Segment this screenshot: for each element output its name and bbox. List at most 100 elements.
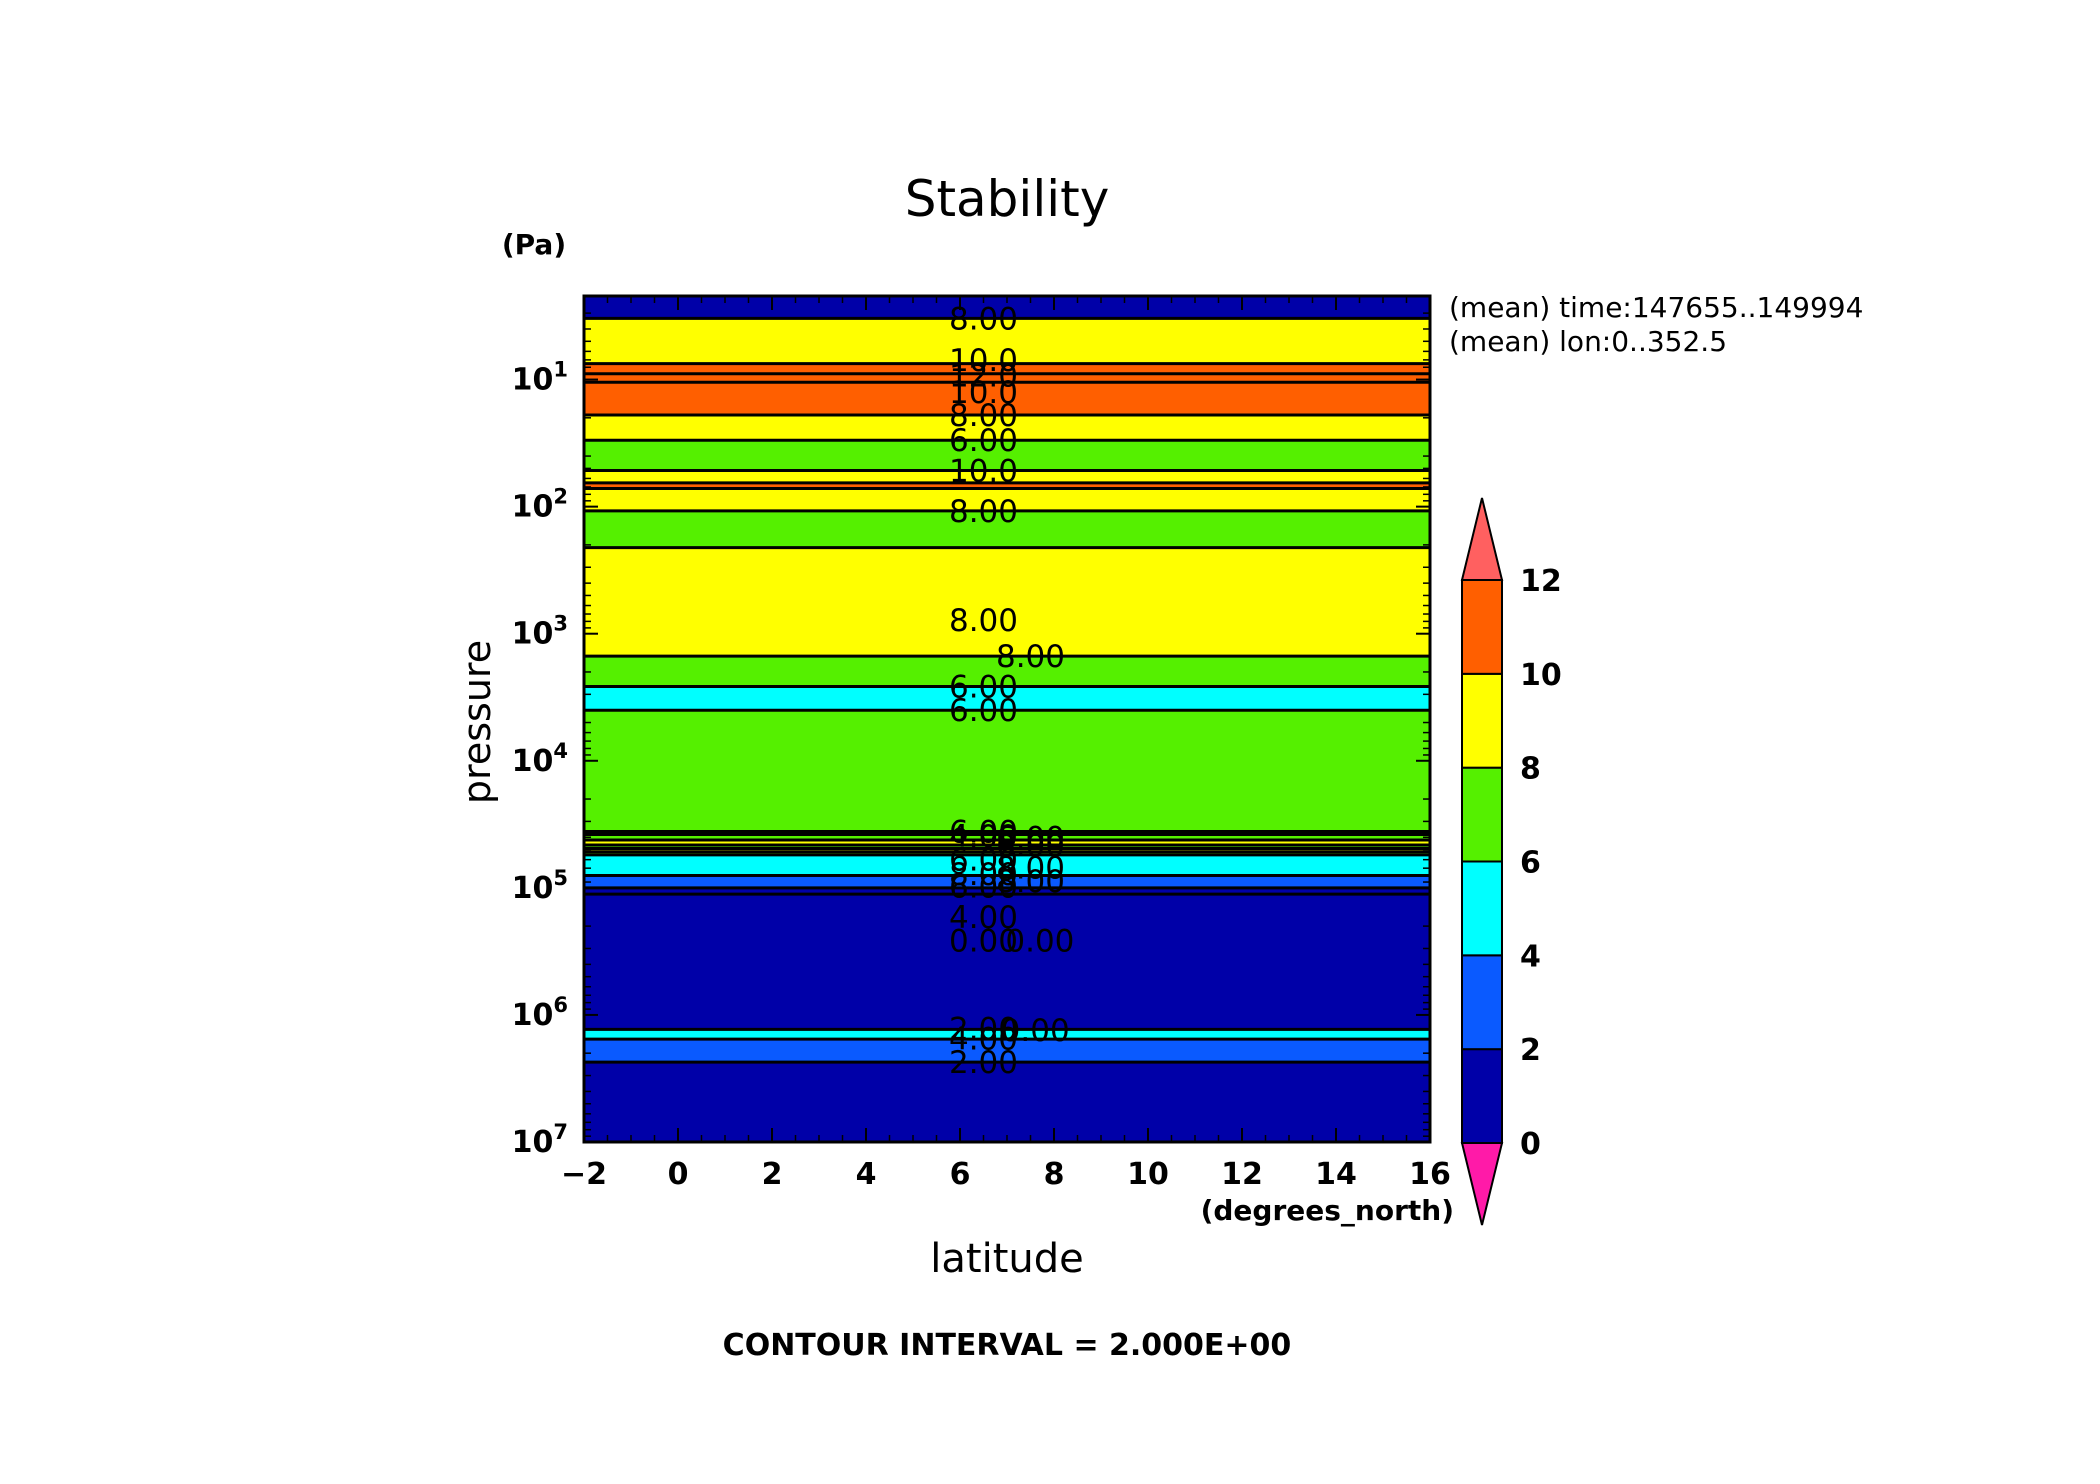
- contour-label: 6.00: [949, 669, 1018, 705]
- contour-band: [584, 510, 1430, 548]
- colorbar-swatch: [1461, 860, 1503, 957]
- contour-band: [584, 414, 1430, 441]
- contour-band: [584, 373, 1430, 383]
- contour-label: 8.00: [949, 857, 1018, 893]
- colorbar-swatch: [1461, 579, 1503, 675]
- y-tick-label: 104: [512, 739, 568, 779]
- contour-label: 0.00: [1001, 1013, 1070, 1049]
- x-axis-title: latitude: [930, 1236, 1083, 1282]
- contour-labels: 8.0010.012.010.08.006.0010.08.008.008.00…: [949, 301, 1074, 1081]
- contour-label: 8.00: [949, 603, 1018, 639]
- colorbar-tick-label: 6: [1520, 846, 1541, 881]
- contour-label: 8.00: [996, 864, 1065, 900]
- meta-time: (mean) time:147655..149994: [1449, 291, 1863, 324]
- contour-lines: [584, 316, 1430, 1064]
- contour-band: [584, 1062, 1430, 1142]
- contour-band: [584, 710, 1430, 832]
- x-tick-label: −2: [561, 1157, 607, 1192]
- contour-label: 6.00: [996, 828, 1065, 864]
- x-tick-label: 16: [1409, 1157, 1451, 1192]
- contour-band: [584, 1039, 1430, 1063]
- x-axis: −2 0 2 4 6 8 10 12 14 16: [561, 296, 1451, 1192]
- colorbar-under-triangle: [1460, 1142, 1504, 1226]
- contour-label: 0.00: [1005, 924, 1074, 960]
- colorbar-swatch: [1461, 1048, 1503, 1144]
- contour-band: [584, 470, 1430, 483]
- x-tick-label: 14: [1315, 1157, 1357, 1192]
- contour-label: 6.00: [949, 814, 1018, 850]
- contour-band: [584, 686, 1430, 711]
- contour-band: [584, 382, 1430, 415]
- chart-title: Stability: [905, 170, 1110, 228]
- contour-label: 6.00: [949, 843, 1018, 879]
- contour-label: 4.00: [949, 819, 1018, 855]
- contour-label: 10.0: [949, 375, 1018, 411]
- colorbar-swatch: [1461, 954, 1503, 1051]
- contour-band: [584, 875, 1430, 888]
- contour-band: [584, 440, 1430, 471]
- contour-band: [584, 488, 1430, 511]
- x-tick-label: 2: [762, 1157, 783, 1192]
- contour-band: [584, 887, 1430, 895]
- contour-label: 12.0: [949, 359, 1018, 395]
- colorbar-tick-label: 0: [1520, 1127, 1541, 1162]
- contour-band: [584, 854, 1430, 876]
- contour-band: [584, 547, 1430, 657]
- contour-label: 0.00: [949, 924, 1018, 960]
- y-tick-label: 107: [512, 1120, 568, 1160]
- contour-band: [584, 851, 1430, 855]
- contour-band: [584, 844, 1430, 849]
- x-axis-units: (degrees_north): [1201, 1194, 1454, 1227]
- contour-label: 4.00: [949, 900, 1018, 936]
- contour-label: 2.00: [949, 1012, 1018, 1048]
- contour-band: [584, 894, 1430, 1030]
- meta-lon: (mean) lon:0..352.5: [1449, 325, 1727, 358]
- y-tick-label: 106: [512, 993, 568, 1033]
- contour-label: 8.00: [949, 398, 1018, 434]
- colorbar-tick-label: 4: [1520, 939, 1541, 974]
- contour-band: [584, 482, 1430, 489]
- contour-label: 8.00: [949, 494, 1018, 530]
- colorbar-over-triangle: [1460, 497, 1504, 581]
- x-tick-label: 10: [1127, 1157, 1169, 1192]
- x-tick-label: 12: [1221, 1157, 1263, 1192]
- y-tick-label: 103: [512, 612, 568, 652]
- contour-interval-note: CONTOUR INTERVAL = 2.000E+00: [723, 1328, 1292, 1363]
- contour-band: [584, 839, 1430, 845]
- colorbar-tick-label: 12: [1520, 564, 1562, 599]
- contour-label: 10.0: [949, 343, 1018, 379]
- contour-band: [584, 1029, 1430, 1040]
- contour-band: [584, 848, 1430, 852]
- contour-label: 6.00: [949, 870, 1018, 906]
- colorbar-swatch: [1461, 672, 1503, 769]
- contour-band: [584, 656, 1430, 687]
- contour-label: 8.00: [996, 639, 1065, 675]
- x-tick-label: 4: [856, 1157, 877, 1192]
- y-tick-label: 102: [512, 485, 568, 525]
- contour-band: [584, 834, 1430, 840]
- colorbar-tick-label: 8: [1520, 752, 1541, 787]
- contour-band: [584, 363, 1430, 374]
- y-axis-units: (Pa): [502, 228, 566, 261]
- colorbar-tick-label: 2: [1520, 1033, 1541, 1068]
- x-tick-label: 0: [668, 1157, 689, 1192]
- y-tick-label: 101: [512, 358, 568, 398]
- contour-label: 6.00: [996, 820, 1065, 856]
- contour-label: 2.00: [949, 1045, 1018, 1081]
- contour-band: [584, 318, 1430, 364]
- colorbar-swatch: [1461, 766, 1503, 863]
- contour-label: 6.00: [949, 423, 1018, 459]
- contour-label: 4.00: [949, 1021, 1018, 1057]
- y-axis-title: pressure: [455, 640, 499, 804]
- contour-label: 10.0: [949, 454, 1018, 490]
- y-tick-label: 105: [512, 866, 568, 906]
- x-tick-label: 6: [950, 1157, 971, 1192]
- x-tick-label: 8: [1044, 1157, 1065, 1192]
- contour-label: 6.00: [949, 693, 1018, 729]
- colorbar-tick-label: 10: [1520, 658, 1562, 693]
- colorbar: 0 2 4 6 8 10 12: [1460, 497, 1562, 1226]
- contour-fill-bands: [584, 296, 1430, 1142]
- contour-label: 8.00: [996, 850, 1065, 886]
- y-axis: 101 102 103 104 105 106 107: [512, 312, 1430, 1160]
